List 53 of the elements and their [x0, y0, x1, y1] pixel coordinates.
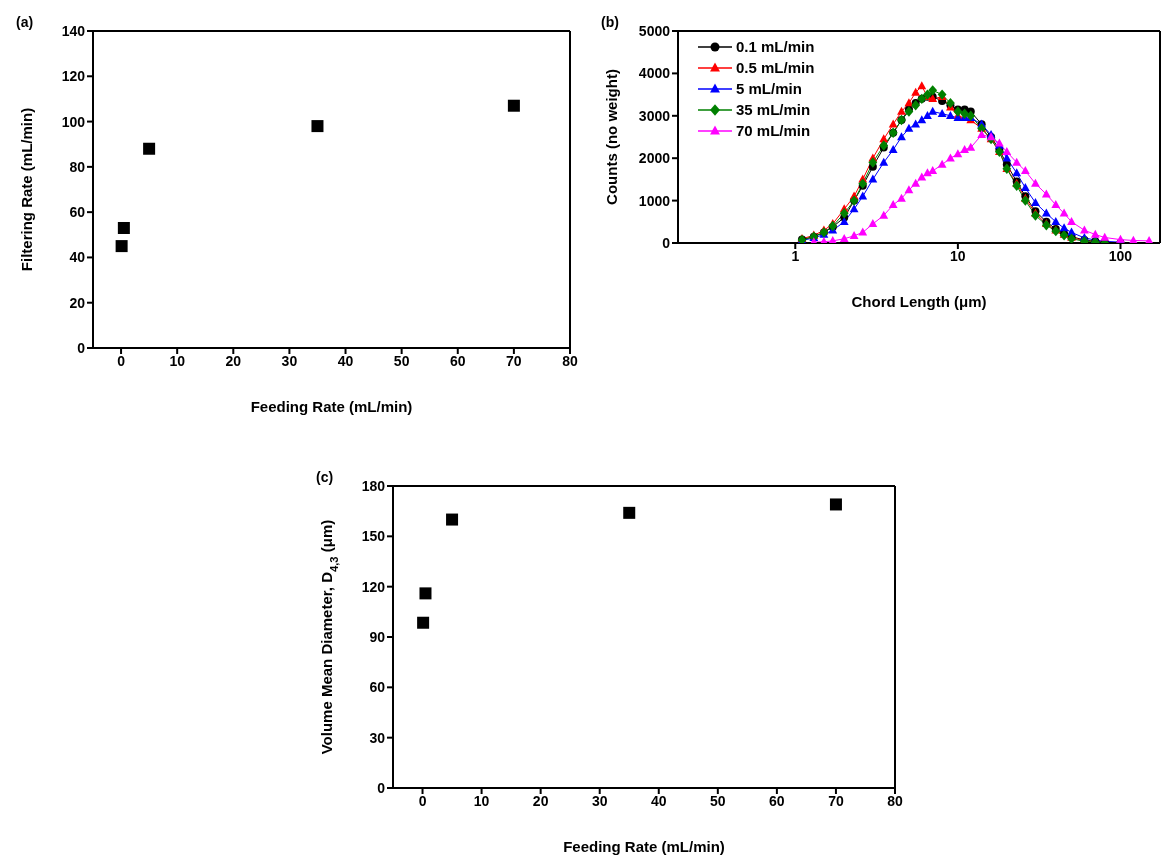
x-tick-label: 60: [449, 352, 466, 369]
x-axis-title: Feeding Rate (mL/min): [250, 398, 413, 415]
y-axis-title: Counts (no weight): [603, 69, 620, 205]
y-tick-label: 60: [69, 204, 86, 221]
y-tick-label: 2000: [638, 150, 671, 167]
y-axis-title: Filtering Rate (mL/min): [18, 107, 35, 272]
y-tick-label: 180: [361, 477, 386, 494]
x-tick-label: 20: [225, 352, 242, 369]
chart-title: (b): [601, 14, 619, 30]
legend-label: 70 mL/min: [736, 122, 811, 139]
y-tick-label: 0: [662, 234, 671, 251]
x-tick-label: 70: [506, 352, 522, 369]
x-tick-label: 50: [393, 352, 410, 369]
legend-label: 5 mL/min: [736, 80, 802, 97]
y-tick-label: 5000: [638, 22, 671, 39]
y-tick-label: 80: [69, 158, 86, 175]
x-tick-label: 1: [791, 247, 800, 264]
x-tick-label: 70: [828, 792, 844, 809]
x-tick-label: 10: [950, 247, 966, 264]
x-tick-label: 80: [562, 352, 578, 369]
chart-title: (c): [316, 469, 334, 485]
chart-title: (a): [16, 14, 34, 30]
y-tick-label: 90: [369, 628, 386, 645]
legend-label: 35 mL/min: [736, 101, 811, 118]
y-tick-label: 120: [61, 68, 86, 85]
x-tick-label: 20: [532, 792, 549, 809]
x-tick-label: 10: [169, 352, 186, 369]
x-axis-title: Feeding Rate (mL/min): [563, 838, 725, 855]
x-tick-label: 60: [769, 792, 785, 809]
y-tick-label: 120: [361, 578, 386, 595]
y-tick-label: 150: [361, 528, 386, 545]
x-tick-label: 50: [710, 792, 726, 809]
x-tick-label: 100: [1108, 247, 1133, 264]
x-tick-label: 80: [887, 792, 903, 809]
x-tick-label: 40: [337, 352, 354, 369]
y-tick-label: 3000: [638, 107, 671, 124]
x-tick-label: 10: [473, 792, 490, 809]
y-tick-label: 0: [77, 339, 86, 356]
y-tick-label: 1000: [638, 192, 671, 209]
y-tick-label: 20: [69, 294, 86, 311]
legend-label: 0.1 mL/min: [736, 38, 815, 55]
x-tick-label: 0: [418, 792, 427, 809]
x-tick-label: 30: [281, 352, 298, 369]
x-tick-label: 30: [591, 792, 608, 809]
legend-label: 0.5 mL/min: [736, 59, 815, 76]
y-tick-label: 0: [377, 779, 386, 796]
x-tick-label: 0: [117, 352, 126, 369]
y-tick-label: 140: [61, 22, 86, 39]
y-tick-label: 100: [61, 113, 86, 130]
y-tick-label: 60: [369, 679, 386, 696]
x-axis-title: Chord Length (μm): [851, 293, 987, 310]
y-tick-label: 4000: [638, 65, 671, 82]
y-tick-label: 30: [369, 729, 386, 746]
